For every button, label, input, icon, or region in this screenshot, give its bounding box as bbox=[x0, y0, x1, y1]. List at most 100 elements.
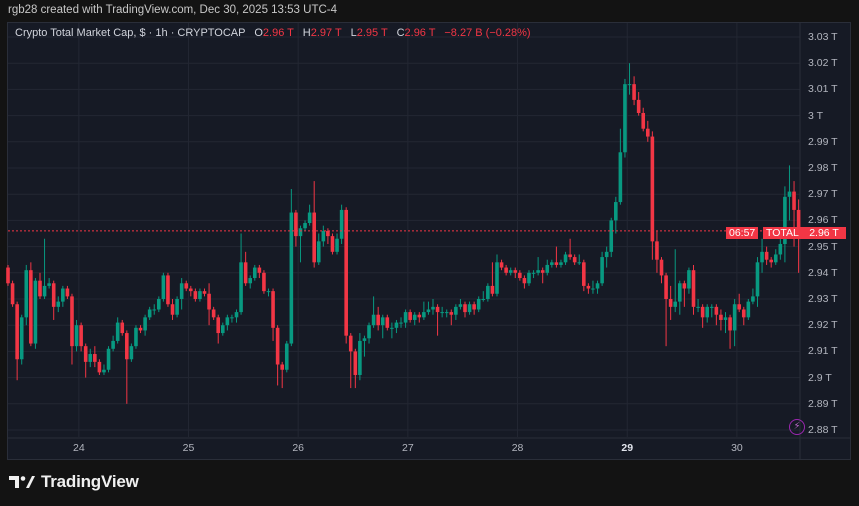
low-label: L bbox=[350, 27, 357, 39]
candle-up bbox=[577, 254, 582, 265]
candle-up bbox=[239, 233, 243, 315]
candle-down bbox=[540, 267, 545, 284]
candle-down bbox=[769, 257, 773, 268]
candle-body bbox=[550, 262, 554, 265]
candle-up bbox=[787, 165, 792, 221]
candle-body bbox=[486, 285, 490, 299]
candle-down bbox=[280, 361, 284, 389]
candle-body bbox=[97, 361, 102, 373]
candle-down bbox=[417, 312, 422, 323]
candle-up bbox=[440, 306, 444, 318]
candle-body bbox=[627, 84, 632, 86]
candle-up bbox=[604, 246, 609, 268]
candle-up bbox=[179, 278, 184, 310]
candle-body bbox=[673, 301, 678, 307]
candle-body bbox=[230, 317, 234, 319]
candle-down bbox=[170, 299, 175, 320]
candle-body bbox=[307, 212, 312, 224]
candle-up bbox=[412, 312, 417, 326]
time-tick-label: 26 bbox=[292, 442, 305, 454]
candle-down bbox=[166, 272, 170, 307]
candle-down bbox=[572, 254, 577, 265]
candle-body bbox=[559, 262, 563, 265]
candle-body bbox=[499, 262, 504, 268]
candle-down bbox=[51, 280, 56, 320]
candle-body bbox=[422, 312, 426, 318]
candle-down bbox=[330, 233, 335, 255]
price-tick-label: 2.91 T bbox=[808, 345, 838, 358]
candle-down bbox=[29, 262, 33, 347]
candle-up bbox=[358, 333, 362, 381]
candle-down bbox=[376, 306, 380, 331]
candle-down bbox=[70, 293, 74, 365]
candle-down bbox=[93, 346, 97, 368]
candle-down bbox=[125, 330, 129, 404]
candle-body bbox=[15, 304, 19, 360]
candle-body bbox=[394, 322, 399, 328]
candle-body bbox=[257, 267, 262, 273]
candle-body bbox=[6, 267, 10, 284]
candle-body bbox=[463, 304, 467, 313]
candle-body bbox=[330, 236, 335, 252]
candle-down bbox=[700, 304, 705, 328]
candle-body bbox=[655, 241, 659, 260]
candle-body bbox=[129, 346, 134, 360]
candle-body bbox=[225, 317, 230, 326]
candle-body bbox=[56, 301, 61, 307]
candle-up bbox=[709, 304, 714, 318]
candle-body bbox=[472, 304, 476, 310]
candle-down bbox=[650, 131, 655, 260]
candle-down bbox=[189, 285, 193, 297]
last-price: 2.96 T bbox=[809, 227, 839, 239]
candle-up bbox=[266, 288, 271, 297]
candle-down bbox=[513, 267, 518, 279]
candle-body bbox=[408, 312, 412, 320]
candle-body bbox=[751, 296, 755, 302]
candle-down bbox=[216, 314, 221, 344]
brand-name: TradingView bbox=[41, 472, 139, 491]
candle-body bbox=[714, 306, 719, 315]
candle-up bbox=[335, 233, 339, 255]
candle-down bbox=[737, 293, 741, 313]
candle-body bbox=[376, 314, 380, 326]
time-tick-label: 28 bbox=[511, 442, 524, 454]
candle-up bbox=[732, 299, 737, 347]
candle-body bbox=[435, 306, 440, 313]
candle-down bbox=[344, 207, 348, 344]
candle-down bbox=[691, 264, 696, 315]
candle-down bbox=[668, 285, 673, 320]
candle-body bbox=[554, 262, 559, 265]
candle-up bbox=[614, 196, 618, 234]
candle-body bbox=[74, 325, 79, 347]
candle-down bbox=[463, 301, 467, 318]
candle-up bbox=[61, 285, 65, 307]
candle-body bbox=[335, 238, 339, 252]
candle-body bbox=[540, 270, 545, 273]
candle-down bbox=[348, 333, 353, 389]
candle-body bbox=[618, 152, 623, 203]
tradingview-logo-icon bbox=[9, 476, 35, 488]
candle-down bbox=[275, 325, 280, 386]
candle-down bbox=[504, 264, 508, 276]
candle-body bbox=[454, 306, 458, 315]
candle-body bbox=[659, 259, 664, 276]
candle-up bbox=[723, 312, 728, 334]
candle-body bbox=[513, 270, 518, 273]
candle-body bbox=[508, 270, 513, 273]
candle-body bbox=[787, 191, 792, 197]
chart-pane[interactable] bbox=[7, 22, 851, 460]
candle-up bbox=[371, 296, 376, 328]
candle-up bbox=[495, 254, 499, 297]
candle-body bbox=[138, 327, 143, 331]
candle-up bbox=[486, 283, 490, 302]
candle-body bbox=[189, 288, 193, 292]
high-value: 2.97 T bbox=[310, 27, 342, 39]
candle-up bbox=[284, 340, 289, 373]
candle-up bbox=[677, 280, 682, 315]
candle-body bbox=[111, 340, 115, 349]
candle-body bbox=[42, 285, 47, 297]
candle-up bbox=[481, 291, 486, 302]
lightning-icon[interactable]: ⚡︎ bbox=[789, 419, 805, 435]
candle-down bbox=[435, 304, 440, 336]
